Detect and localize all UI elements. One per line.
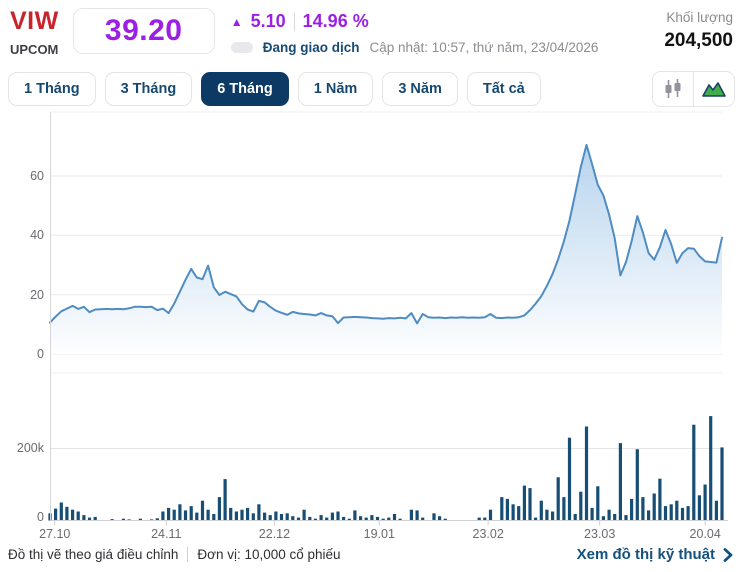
- footer: Đồ thị vẽ theo giá điều chỉnh Đơn vị: 10…: [8, 546, 733, 563]
- chevron-right-icon: [723, 547, 733, 562]
- range-tab-1[interactable]: 1 Tháng: [8, 72, 96, 106]
- adjusted-price-note: Đồ thị vẽ theo giá điều chỉnh: [8, 547, 179, 562]
- chart-type-switcher: [652, 71, 735, 107]
- volume-label: Khối lượng: [666, 10, 733, 25]
- range-tabbar: 1 Tháng 3 Tháng 6 Tháng 1 Năm 3 Năm Tất cả: [0, 71, 743, 107]
- range-tabs: 1 Tháng 3 Tháng 6 Tháng 1 Năm 3 Năm Tất cả: [8, 72, 541, 106]
- footer-divider: [187, 547, 189, 562]
- updated-time: Cập nhật: 10:57, thứ năm, 23/04/2026: [369, 40, 599, 55]
- current-price: 39.20: [104, 14, 183, 47]
- change-divider: [293, 12, 295, 31]
- price-volume-chart-canvas[interactable]: [0, 110, 743, 572]
- range-tab-2[interactable]: 3 Tháng: [104, 72, 193, 106]
- change-row: ▲ 5.10 14.96 %: [231, 11, 599, 32]
- header: VIW UPCOM 39.20 ▲ 5.10 14.96 % Đang giao…: [0, 0, 743, 58]
- range-tab-5[interactable]: 3 Năm: [382, 72, 458, 106]
- range-tab-3[interactable]: 6 Tháng: [201, 72, 289, 106]
- candlestick-chart-icon: [665, 79, 681, 98]
- trading-status: Đang giao dịch: [262, 40, 360, 55]
- unit-note: Đơn vị: 10,000 cổ phiếu: [197, 547, 341, 562]
- status-row: Đang giao dịch Cập nhật: 10:57, thứ năm,…: [230, 40, 599, 55]
- status-indicator-pill: [230, 42, 253, 53]
- candlestick-chart-button[interactable]: [653, 72, 693, 106]
- area-chart-button[interactable]: [694, 72, 734, 106]
- area-chart-icon: [702, 82, 726, 97]
- symbol-block: VIW UPCOM: [10, 7, 59, 58]
- exchange-label: UPCOM: [10, 42, 59, 58]
- range-tab-4[interactable]: 1 Năm: [297, 72, 374, 106]
- button-divider: [693, 72, 694, 106]
- ticker-symbol: VIW: [10, 7, 59, 35]
- technical-chart-link[interactable]: Xem đồ thị kỹ thuật: [577, 546, 733, 563]
- change-block: ▲ 5.10 14.96 % Đang giao dịch Cập nhật: …: [230, 8, 599, 55]
- volume-value: 204,500: [664, 30, 733, 51]
- price-badge: 39.20: [72, 8, 215, 54]
- change-percent: 14.96 %: [302, 11, 369, 31]
- up-arrow-icon: ▲: [230, 14, 243, 29]
- change-value: 5.10: [250, 11, 286, 31]
- volume-block: Khối lượng 204,500: [664, 8, 733, 52]
- technical-chart-link-label: Xem đồ thị kỹ thuật: [576, 546, 715, 563]
- range-tab-6[interactable]: Tất cả: [466, 72, 541, 106]
